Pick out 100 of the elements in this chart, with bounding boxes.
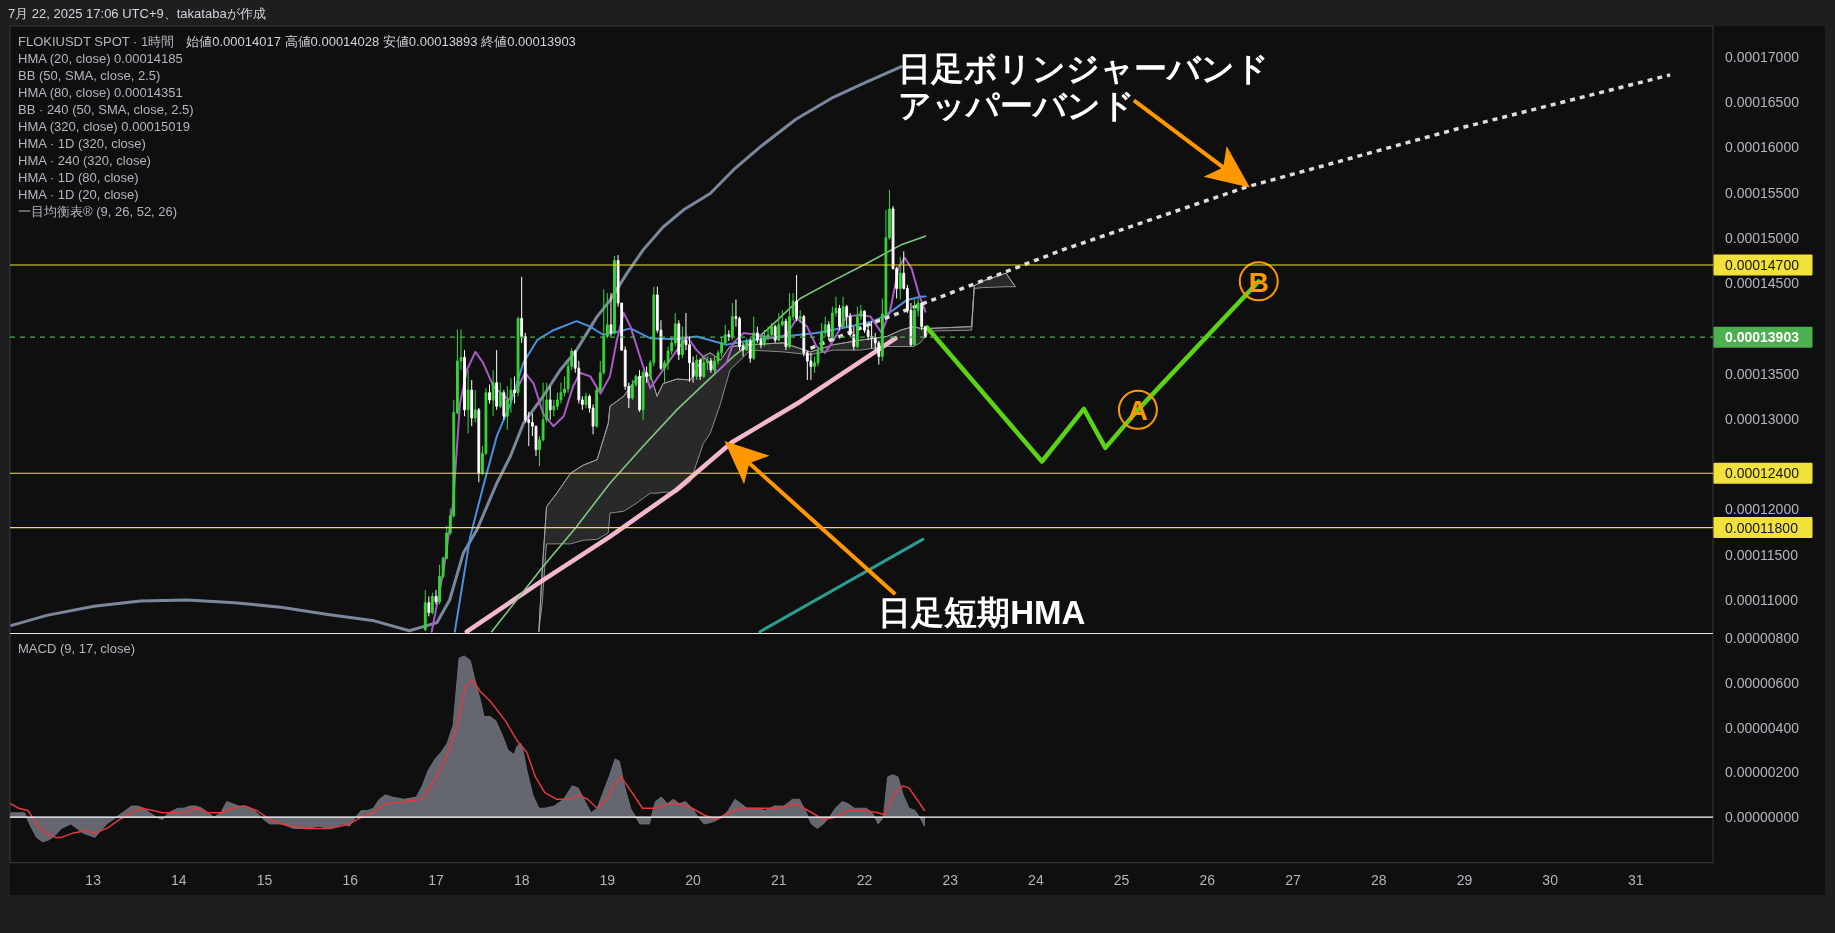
candlestick — [613, 255, 616, 336]
x-tick-label: 15 — [256, 872, 273, 888]
candlestick — [434, 589, 438, 606]
candlestick — [491, 369, 495, 417]
candlestick — [463, 349, 466, 417]
y-tick-label: 0.00011000 — [1725, 592, 1799, 608]
x-tick-label: 31 — [1628, 872, 1644, 888]
x-tick-label: 18 — [513, 872, 530, 888]
annotation: BB · 240 (50, SMA, close, 2.5) — [18, 101, 194, 117]
candlestick — [855, 306, 859, 349]
candlestick — [609, 292, 613, 338]
x-tick-label: 23 — [942, 872, 959, 888]
candlestick — [470, 379, 474, 427]
x-tick-label: 17 — [428, 872, 444, 888]
y-tick-label: 0.00000800 — [1725, 629, 1800, 646]
y-tick-label: 0.00000600 — [1725, 674, 1800, 691]
candlestick — [798, 309, 802, 324]
candlestick — [427, 595, 431, 617]
candlestick — [641, 369, 645, 421]
annotation: HMA (320, close) 0.00015019 — [18, 118, 190, 134]
text: FLOKIUSDT SPOT · 1時間 — [18, 33, 175, 49]
x-tick-label: 28 — [1370, 872, 1387, 888]
y-tick-label: 0.00016000 — [1725, 139, 1800, 156]
annotation: BB (50, SMA, close, 2.5) — [18, 67, 161, 83]
text: 始値0.00014017 高値0.00014028 安値0.00013893 終値0.00013903 — [186, 33, 576, 49]
candlestick — [841, 296, 845, 329]
candlestick — [827, 320, 831, 341]
candlestick — [430, 592, 434, 615]
annotation: 一目均衡表® (9, 26, 52, 26) — [18, 203, 178, 219]
candlestick — [513, 375, 516, 405]
candlestick — [770, 322, 774, 338]
candlestick — [638, 369, 641, 413]
candlestick — [423, 589, 427, 632]
annotation: HMA (80, close) 0.00014351 — [18, 84, 183, 100]
candlestick — [709, 357, 713, 374]
candlestick — [645, 365, 649, 384]
x-tick-label: 29 — [1456, 872, 1473, 888]
x-tick-label: 21 — [771, 872, 787, 888]
x-tick-label: 24 — [1028, 872, 1044, 888]
x-tick-label: 30 — [1542, 872, 1559, 888]
candlestick — [784, 317, 788, 351]
candlestick — [870, 320, 874, 349]
text: 7月 22, 2025 17:06 UTC+9、takatabaが作成 — [8, 5, 266, 21]
candlestick — [773, 324, 777, 344]
x-tick-label: 25 — [1113, 872, 1130, 888]
candlestick — [584, 392, 588, 409]
y-tick-label: 0.00000400 — [1725, 719, 1800, 736]
ref-line-label: 0.00012400 — [1725, 465, 1800, 482]
candlestick — [777, 312, 781, 342]
annotation: HMA (20, close) 0.00014185 — [18, 50, 183, 66]
candlestick — [680, 326, 684, 359]
annotation: 日足短期HMA — [878, 593, 1086, 631]
candlestick — [748, 337, 752, 364]
candlestick — [730, 302, 734, 341]
candlestick — [702, 355, 706, 379]
x-tick-label: 16 — [342, 872, 359, 888]
candlestick — [498, 382, 502, 409]
x-tick-label: 19 — [599, 872, 616, 888]
candlestick — [477, 407, 481, 483]
candlestick — [695, 354, 699, 381]
candlestick — [913, 298, 916, 347]
candlestick — [795, 274, 799, 322]
candlestick — [698, 357, 702, 381]
y-tick-label: 0.00017000 — [1725, 48, 1800, 65]
candlestick — [488, 384, 491, 405]
annotation: 日足ボリンジャーバンドアッパーバンド — [897, 49, 1269, 124]
candlestick — [548, 385, 552, 421]
annotation: HMA · 240 (320, close) — [18, 152, 151, 168]
candlestick — [516, 316, 520, 397]
annotation: HMA · 1D (320, close) — [18, 135, 146, 151]
x-tick-label: 13 — [85, 872, 102, 888]
x-tick-label: 26 — [1199, 872, 1216, 888]
candlestick — [631, 379, 634, 401]
y-tick-label: 0.00015000 — [1725, 229, 1800, 246]
annotation: HMA · 1D (20, close) — [18, 186, 139, 202]
ref-line-label: 0.00014700 — [1725, 257, 1800, 274]
x-tick-label: 27 — [1285, 872, 1302, 888]
y-tick-label: 0.00014500 — [1725, 275, 1800, 292]
text: MACD (9, 17, close) — [18, 641, 136, 656]
candlestick — [763, 329, 766, 347]
x-tick-label: 14 — [171, 872, 187, 888]
x-tick-label: 20 — [685, 872, 702, 888]
candlestick — [809, 352, 813, 381]
candlestick — [745, 337, 749, 352]
candlestick — [755, 326, 759, 344]
y-tick-label: 0.00015500 — [1725, 184, 1800, 201]
candlestick — [727, 329, 731, 342]
y-tick-label: 0.00000200 — [1725, 764, 1800, 781]
candlestick — [495, 349, 499, 411]
annotation: HMA · 1D (80, close) — [18, 169, 139, 185]
ref-line-label: 0.00013903 — [1725, 329, 1800, 346]
y-tick-label: 0.00013500 — [1725, 365, 1800, 382]
candlestick — [677, 319, 681, 361]
candlestick — [838, 304, 841, 331]
ref-line-label: 0.00011800 — [1725, 519, 1799, 536]
candlestick — [898, 256, 902, 300]
y-tick-label: 0.00016500 — [1725, 94, 1800, 111]
candlestick — [466, 369, 470, 434]
x-tick-label: 22 — [856, 872, 873, 888]
y-tick-label: 0.00011500 — [1725, 546, 1799, 563]
